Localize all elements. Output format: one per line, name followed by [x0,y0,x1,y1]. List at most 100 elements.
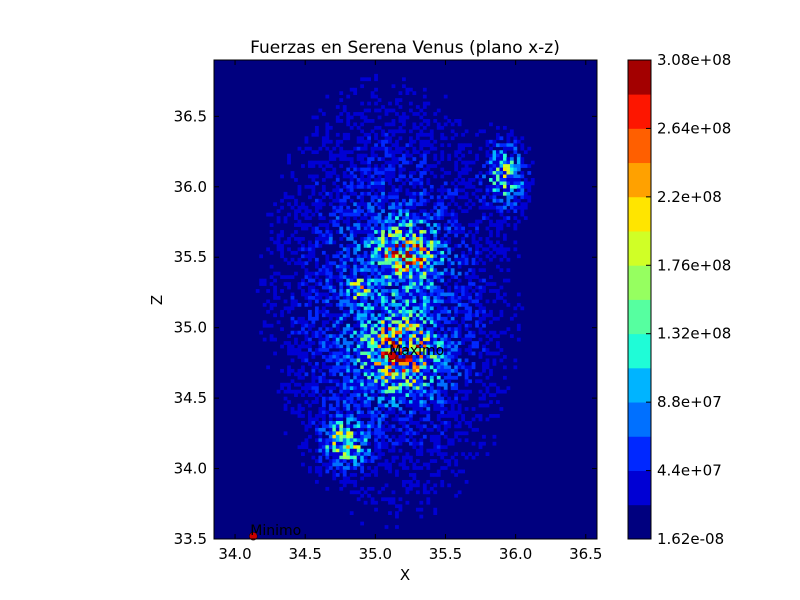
heatmap-cell [402,420,406,425]
heatmap-cell [408,382,413,387]
heatmap-cell [360,358,365,363]
heatmap-cell [415,191,420,196]
heatmap-cell [513,247,518,252]
heatmap-cell [269,275,274,279]
heatmap-cell [433,237,438,241]
heatmap-cell [262,323,267,328]
heatmap-cell [429,330,434,335]
heatmap-cell [325,344,330,349]
heatmap-cell [461,209,465,214]
heatmap-cell [374,167,378,172]
heatmap-cell [349,459,354,463]
heatmap-cell [523,184,528,189]
heatmap-cell [412,302,417,307]
heatmap-cell [454,309,459,314]
heatmap-cell [471,202,476,207]
heatmap-cell [436,296,441,300]
heatmap-cell [426,306,431,311]
heatmap-cell [308,316,312,321]
heatmap-cell [332,205,337,210]
heatmap-cell [499,212,504,217]
heatmap-cell [391,216,396,220]
heatmap-cell [311,393,316,397]
heatmap-cell [440,136,445,141]
heatmap-cell [356,157,361,161]
heatmap-cell [314,414,319,418]
heatmap-cell [492,174,497,179]
heatmap-cell [384,198,389,203]
heatmap-cell [422,268,427,273]
heatmap-cell [419,198,424,203]
heatmap-cell [342,427,347,432]
heatmap-cell [447,372,452,377]
heatmap-cell [415,327,420,332]
heatmap-cell [492,198,497,203]
heatmap-cell [468,250,472,255]
heatmap-cell [308,361,312,366]
heatmap-cell [374,337,378,342]
heatmap-cell [335,382,340,387]
heatmap-cell [412,438,417,443]
heatmap-cell [485,375,490,380]
heatmap-cell [342,202,347,207]
heatmap-cell [464,289,469,293]
heatmap-cell [436,386,441,391]
heatmap-cell [374,393,378,397]
heatmap-cell [297,414,302,418]
heatmap-cell [370,268,375,273]
heatmap-cell [297,382,302,387]
heatmap-cell [311,365,316,370]
heatmap-cell [294,330,298,335]
heatmap-cell [496,230,500,234]
heatmap-cell [287,386,291,391]
heatmap-cell [408,136,413,141]
heatmap-cell [342,459,347,463]
heatmap-cell [429,230,434,234]
heatmap-cell [429,143,434,148]
heatmap-cell [388,469,392,474]
heatmap-cell [381,403,385,408]
heatmap-cell [457,372,462,377]
heatmap-cell [367,441,371,446]
heatmap-cell [447,337,452,342]
heatmap-cell [454,431,459,436]
heatmap-cell [440,257,445,262]
heatmap-cell [440,455,445,460]
heatmap-cell [436,209,441,214]
heatmap-cell [360,424,365,429]
heatmap-cell [370,150,375,155]
heatmap-cell [408,223,413,227]
heatmap-cell [450,341,455,345]
heatmap-cell [443,212,448,217]
heatmap-cell [433,240,438,245]
heatmap-cell [342,299,347,304]
heatmap-cell [388,316,392,321]
heatmap-cell [405,205,410,210]
heatmap-cell [509,195,514,200]
heatmap-cell [496,178,500,182]
heatmap-cell [339,150,344,155]
heatmap-cell [433,424,438,429]
heatmap-cell [499,178,504,182]
heatmap-cell [447,320,452,325]
heatmap-cell [443,94,448,99]
heatmap-cell [297,375,302,380]
heatmap-cell [440,143,445,148]
heatmap-cell [321,223,326,227]
heatmap-cell [325,136,330,141]
heatmap-cell [457,171,462,175]
heatmap-cell [436,306,441,311]
heatmap-cell [461,160,465,165]
heatmap-cell [321,414,326,418]
heatmap-cell [301,261,305,266]
heatmap-cell [301,351,305,356]
heatmap-cell [415,264,420,269]
heatmap-cell [509,205,514,210]
heatmap-cell [283,219,288,224]
heatmap-cell [353,386,358,391]
heatmap-cell [482,361,486,366]
heatmap-cell [492,334,497,338]
heatmap-cell [349,198,354,203]
heatmap-cell [422,282,427,286]
heatmap-cell [335,143,340,148]
